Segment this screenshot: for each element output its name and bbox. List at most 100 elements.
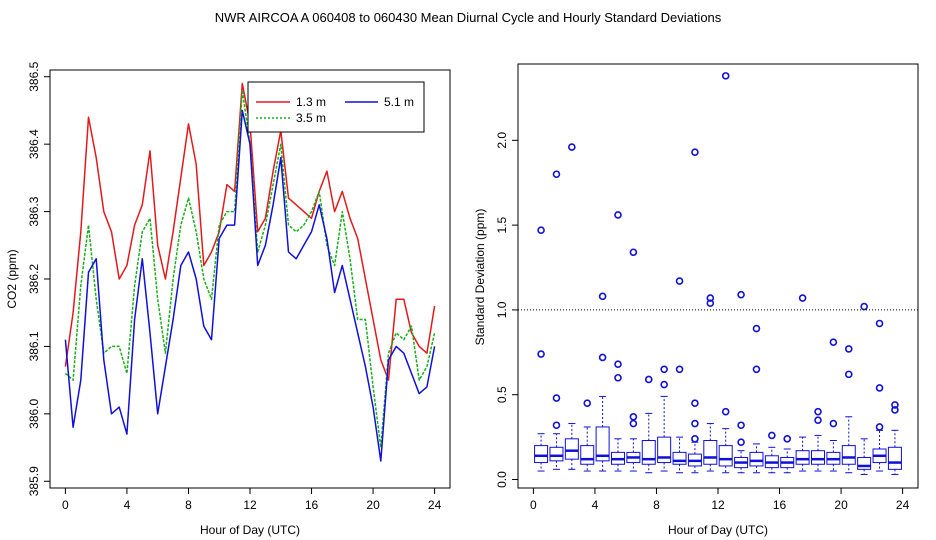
outlier-point: [706, 299, 715, 307]
outlier-point: [737, 438, 745, 447]
outlier-point: [691, 148, 699, 156]
outlier-point: [844, 345, 853, 353]
left-x-tick-label: 8: [185, 498, 192, 512]
boxplots: [534, 72, 902, 475]
outlier-point: [537, 350, 545, 358]
legend: 1.3 m 5.1 m 3.5 m: [247, 81, 425, 133]
legend-box: [247, 81, 425, 133]
outlier-point: [629, 419, 638, 428]
outlier-point: [691, 399, 699, 408]
left-axis-ticks: 0 4 8 12 16 20 24 385.9 386.0 386.1 386.2 386.3 386.…: [27, 61, 442, 512]
box-iqr: [811, 450, 825, 465]
box-iqr: [887, 446, 902, 470]
outlier-point: [721, 72, 730, 80]
boxplot: [595, 292, 610, 472]
box-iqr: [703, 440, 718, 465]
boxplot: [764, 431, 779, 474]
outlier-point: [614, 360, 622, 368]
right-x-tick-label: 8: [653, 498, 660, 512]
left-y-tick-label: 386.5: [27, 61, 41, 91]
boxplot: [641, 375, 656, 474]
right-x-tick-label: 12: [711, 498, 725, 512]
left-y-tick-label: 386.1: [27, 331, 41, 361]
outlier-point: [875, 384, 884, 392]
outlier-point: [875, 423, 884, 431]
boxplot: [534, 226, 549, 472]
outlier-point: [660, 365, 668, 374]
outlier-point: [552, 394, 561, 402]
legend-label-1-3m: 1.3 m: [296, 95, 326, 109]
outlier-point: [552, 421, 561, 430]
left-x-tick-label: 4: [124, 498, 131, 512]
boxplot: [749, 324, 764, 474]
left-x-tick-label: 0: [62, 498, 69, 512]
right-y-tick-label: 1.0: [495, 301, 509, 318]
boxplot: [872, 319, 887, 472]
outlier-point: [568, 143, 576, 151]
outlier-point: [829, 338, 838, 346]
outlier-point: [614, 373, 622, 382]
left-x-tick-label: 20: [366, 498, 380, 512]
left-y-axis-label: CO2 (ppm): [5, 249, 19, 308]
left-y-tick-label: 386.4: [27, 129, 41, 159]
outlier-point: [629, 248, 638, 257]
legend-label-3-5m: 3.5 m: [296, 111, 326, 125]
boxplot: [564, 143, 579, 470]
boxplot: [734, 290, 749, 474]
left-y-tick-label: 386.3: [27, 196, 41, 226]
box-iqr: [718, 445, 733, 467]
outlier-point: [706, 294, 715, 302]
outlier-point: [752, 324, 761, 333]
left-x-tick-label: 24: [428, 498, 442, 512]
left-x-axis-label: Hour of Day (UTC): [200, 523, 300, 537]
left-y-tick-label: 386.2: [27, 264, 41, 294]
boxplot: [857, 302, 872, 475]
box-iqr: [672, 451, 687, 465]
outlier-point: [598, 292, 607, 301]
boxplot: [672, 277, 687, 474]
box-iqr: [580, 445, 595, 465]
box-iqr: [564, 438, 579, 460]
outlier-point: [644, 375, 653, 384]
box-iqr: [595, 426, 610, 462]
outlier-point: [598, 353, 607, 362]
box-iqr: [857, 456, 872, 470]
outlier-point: [844, 370, 853, 379]
box-iqr: [749, 451, 764, 467]
outlier-point: [891, 401, 899, 409]
outlier-point: [552, 170, 561, 179]
series-line-5-1-m: [64, 109, 436, 462]
outlier-point: [583, 399, 592, 408]
left-series-lines: [64, 82, 436, 462]
right-y-axis-label: Standard Deviation (ppm): [473, 209, 487, 346]
outlier-point: [829, 419, 838, 428]
outlier-point: [814, 407, 822, 416]
left-panel-co2-diurnal: 0 4 8 12 16 20 24 385.9 386.0 386.1 386.2 386.3 386.…: [5, 61, 451, 537]
boxplot: [657, 365, 672, 472]
right-x-tick-label: 24: [896, 498, 910, 512]
series-line-3-5-m: [64, 89, 436, 449]
boxplot: [626, 248, 641, 472]
boxplot: [580, 399, 595, 472]
right-x-tick-label: 20: [834, 498, 848, 512]
left-y-tick-label: 385.9: [27, 466, 41, 496]
boxplot: [703, 294, 718, 472]
boxplot: [811, 407, 825, 472]
outlier-point: [721, 407, 730, 416]
outlier-point: [875, 319, 884, 328]
right-plot-frame: [517, 63, 919, 489]
boxplot: [887, 401, 902, 475]
outlier-point: [691, 419, 699, 428]
outlier-point: [891, 406, 899, 414]
box-iqr: [549, 446, 564, 462]
left-y-tick-label: 386.0: [27, 398, 41, 428]
outlier-point: [768, 431, 776, 440]
right-x-tick-label: 16: [773, 498, 787, 512]
outlier-point: [537, 226, 545, 235]
box-iqr: [641, 440, 656, 465]
outlier-point: [614, 211, 622, 219]
outlier-point: [737, 421, 745, 430]
outlier-point: [798, 294, 807, 302]
boxplot: [687, 148, 702, 474]
